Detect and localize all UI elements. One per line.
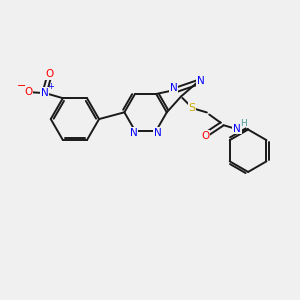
Text: N: N [169,83,177,93]
Text: N: N [41,88,49,98]
Text: N: N [233,124,241,134]
Text: H: H [240,118,247,127]
Text: +: + [47,82,54,91]
Text: O: O [45,69,53,79]
Text: N: N [196,76,204,86]
Text: −: − [17,81,27,91]
Text: O: O [201,131,209,141]
Text: S: S [189,103,196,113]
Text: N: N [154,128,161,138]
Text: N: N [130,128,137,138]
Text: O: O [24,87,32,97]
